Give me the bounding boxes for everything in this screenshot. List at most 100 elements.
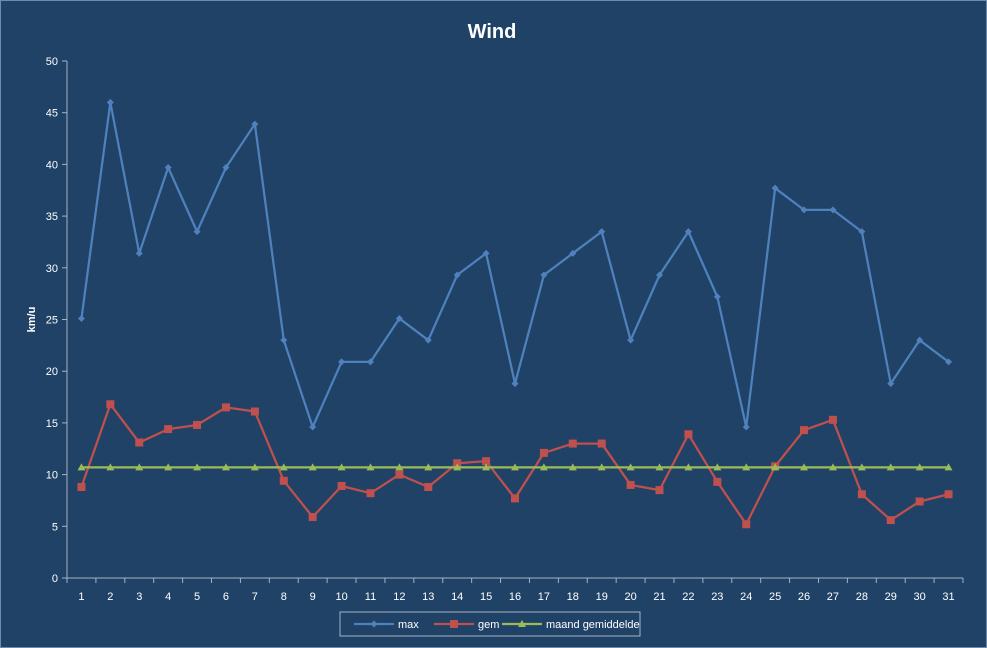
- data-point: [164, 164, 172, 172]
- legend-label: gem: [478, 619, 499, 631]
- data-point: [828, 463, 837, 471]
- data-point: [656, 271, 664, 279]
- data-point: [279, 476, 288, 485]
- x-tick-label: 2: [107, 591, 113, 603]
- data-point: [424, 336, 432, 344]
- data-point: [511, 494, 519, 503]
- data-point: [598, 228, 606, 236]
- data-point: [886, 463, 895, 471]
- data-point: [453, 463, 462, 471]
- data-point: [106, 463, 115, 471]
- y-tick-label: 45: [46, 108, 58, 120]
- data-point: [106, 400, 115, 409]
- y-tick-label: 5: [52, 521, 58, 533]
- data-point: [135, 438, 144, 447]
- x-tick-label: 29: [885, 591, 897, 603]
- data-point: [655, 463, 664, 471]
- data-point: [77, 314, 85, 322]
- x-tick-label: 17: [538, 591, 550, 603]
- x-tick-label: 27: [827, 591, 839, 603]
- data-point: [800, 206, 808, 214]
- data-point: [568, 463, 577, 471]
- data-point: [250, 407, 259, 416]
- x-tick-label: 3: [136, 591, 142, 603]
- data-point: [945, 358, 953, 366]
- x-tick-label: 18: [567, 591, 579, 603]
- x-tick-label: 28: [856, 591, 868, 603]
- data-point: [684, 430, 693, 439]
- y-tick-label: 25: [46, 315, 58, 327]
- data-point: [395, 463, 404, 471]
- data-point: [771, 463, 780, 471]
- data-point: [164, 463, 173, 471]
- data-point: [424, 463, 433, 471]
- data-point: [337, 481, 346, 490]
- data-point: [482, 457, 491, 466]
- y-tick-label: 30: [46, 263, 58, 275]
- x-tick-label: 19: [596, 591, 608, 603]
- x-tick-label: 25: [769, 591, 781, 603]
- data-point: [627, 336, 635, 344]
- data-point: [482, 463, 491, 471]
- data-point: [857, 463, 866, 471]
- data-point: [857, 490, 866, 499]
- data-point: [308, 512, 317, 521]
- legend-marker: [370, 620, 378, 628]
- x-tick-label: 8: [281, 591, 287, 603]
- data-point: [713, 293, 721, 301]
- data-point: [395, 314, 403, 322]
- data-point: [916, 336, 924, 344]
- data-point: [713, 477, 722, 486]
- data-point: [221, 463, 230, 471]
- data-point: [308, 463, 317, 471]
- y-tick-label: 0: [52, 573, 58, 585]
- data-point: [221, 403, 230, 412]
- x-tick-label: 15: [480, 591, 492, 603]
- legend-marker: [518, 620, 526, 627]
- data-point: [337, 463, 346, 471]
- data-point: [597, 439, 606, 448]
- legend-label: maand gemiddelde: [546, 619, 640, 631]
- data-point: [77, 463, 86, 471]
- chart-title: Wind: [468, 21, 517, 43]
- data-point: [309, 423, 317, 431]
- data-point: [338, 358, 346, 366]
- x-tick-label: 22: [682, 591, 694, 603]
- legend-marker: [450, 620, 458, 628]
- data-point: [135, 249, 143, 257]
- x-tick-label: 4: [165, 591, 171, 603]
- data-point: [887, 380, 895, 388]
- data-point: [655, 486, 664, 495]
- y-tick-label: 15: [46, 418, 58, 430]
- x-tick-label: 5: [194, 591, 200, 603]
- data-point: [539, 448, 548, 457]
- data-point: [742, 463, 751, 471]
- data-point: [366, 358, 374, 366]
- y-tick-label: 10: [46, 470, 58, 482]
- data-point: [944, 463, 953, 471]
- data-point: [828, 415, 837, 424]
- data-point: [944, 490, 953, 499]
- series-line-0: [80, 101, 950, 429]
- data-point: [800, 463, 809, 471]
- data-point: [395, 470, 404, 479]
- x-tick-label: 14: [451, 591, 463, 603]
- data-point: [106, 98, 114, 106]
- x-tick-label: 30: [914, 591, 926, 603]
- y-tick-label: 20: [46, 366, 58, 378]
- data-point: [453, 271, 461, 279]
- data-point: [684, 228, 692, 236]
- y-axis-label: km/u: [26, 307, 38, 333]
- x-tick-label: 9: [310, 591, 316, 603]
- data-point: [279, 463, 288, 471]
- data-point: [915, 463, 924, 471]
- x-tick-label: 26: [798, 591, 810, 603]
- data-point: [569, 249, 577, 257]
- data-point: [742, 520, 751, 529]
- data-point: [193, 463, 202, 471]
- data-point: [482, 249, 490, 257]
- data-point: [568, 439, 577, 448]
- x-tick-label: 20: [624, 591, 636, 603]
- data-point: [193, 228, 201, 236]
